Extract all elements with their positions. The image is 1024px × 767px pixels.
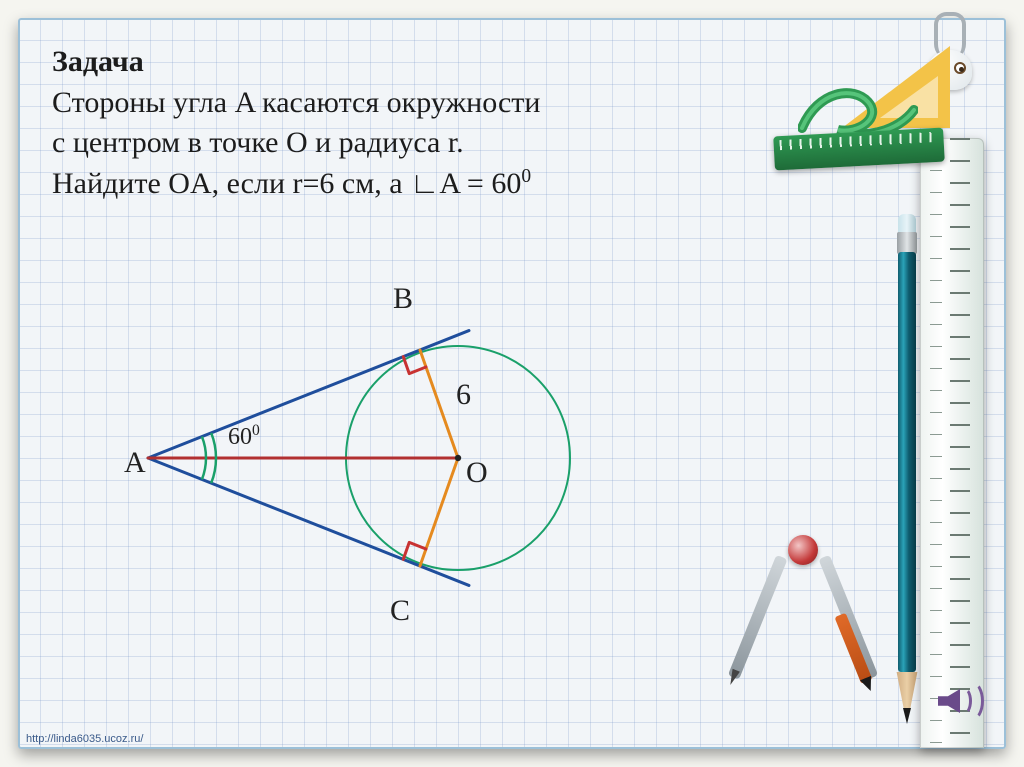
- compass-needle: [727, 669, 740, 687]
- top-stationery: [770, 46, 950, 186]
- pencil-body: [898, 252, 916, 672]
- pencil-decoration: [894, 178, 920, 738]
- problem-text: Задача Стороны угла A касаются окружност…: [52, 42, 832, 204]
- l1b: и: [524, 86, 540, 119]
- l3sup: 0: [521, 166, 531, 187]
- sound-wave-2: [960, 681, 984, 721]
- diagram-svg: [118, 278, 638, 668]
- l3a: Найдите OA, если r=6 см, а: [52, 167, 410, 200]
- pencil-tip-wood: [894, 672, 920, 712]
- label-angle: 600: [228, 422, 260, 451]
- l3b: ∟A = 60: [410, 167, 521, 200]
- ruler-decoration: [920, 138, 984, 748]
- compass-hinge: [788, 535, 818, 565]
- compass-decoration: [726, 529, 876, 709]
- problem-title: Задача: [52, 42, 832, 83]
- problem-line-3: Найдите OA, если r=6 см, а ∟A = 600: [52, 164, 832, 205]
- pupil: [959, 67, 964, 72]
- compass-leg-left: [728, 555, 788, 680]
- label-C: C: [390, 594, 410, 628]
- label-r: 6: [456, 378, 471, 412]
- label-O: O: [466, 456, 488, 490]
- source-link[interactable]: http://linda6035.ucoz.ru/: [26, 733, 143, 745]
- label-B: B: [393, 282, 413, 316]
- problem-line-2: с центром в точке O и радиуса r.: [52, 123, 832, 164]
- l1a: Стороны угла A касаются окружност: [52, 86, 524, 119]
- pencil-tip-lead: [903, 708, 911, 724]
- compass-leg-right: [818, 555, 878, 680]
- angle-val: 60: [228, 424, 252, 450]
- label-A: A: [124, 446, 146, 480]
- problem-line-1: Стороны угла A касаются окружности: [52, 83, 832, 124]
- pencil-ferrule: [897, 232, 917, 254]
- pencil-eraser: [898, 214, 916, 234]
- eye-right: [954, 62, 966, 74]
- geometry-diagram: B A O C 6 600: [118, 278, 638, 668]
- audio-icon[interactable]: [934, 677, 982, 725]
- angle-sup: 0: [252, 422, 260, 439]
- slide-card: Задача Стороны угла A касаются окружност…: [18, 18, 1006, 749]
